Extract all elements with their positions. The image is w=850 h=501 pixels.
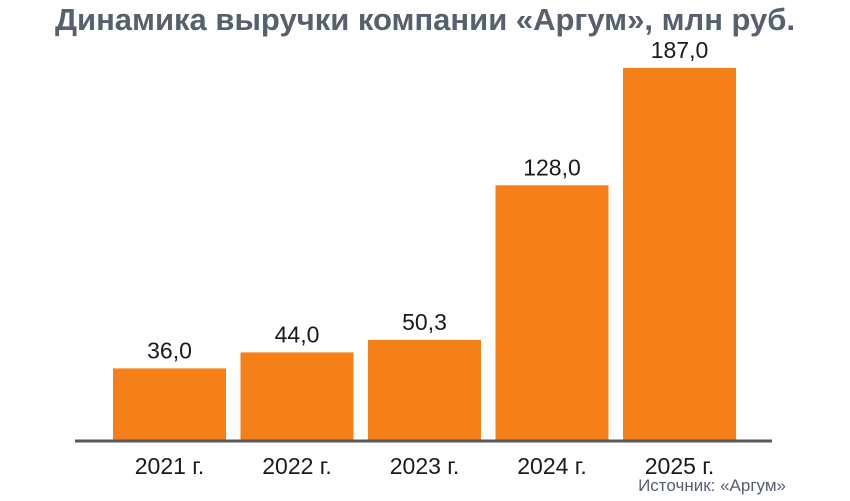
x-tick-label: 2025 г.: [645, 453, 715, 479]
bar-2022: [240, 352, 354, 440]
value-label: 187,0: [651, 37, 709, 63]
bar-2024: [495, 185, 609, 440]
bars-group: [113, 67, 736, 441]
x-tick-label: 2021 г.: [135, 453, 205, 479]
x-tick-label: 2022 г.: [262, 453, 332, 479]
value-label: 128,0: [523, 154, 581, 180]
value-label: 36,0: [147, 337, 192, 363]
bar-2025: [623, 67, 736, 441]
x-tick-label: 2023 г.: [390, 453, 460, 479]
value-label: 50,3: [402, 309, 447, 335]
chart-title: Динамика выручки компании «Аргум», млн р…: [54, 2, 796, 37]
source-note: Источник: «Аргум»: [638, 476, 786, 495]
bar-2021: [113, 368, 226, 440]
bar-2023: [368, 339, 481, 440]
tick-labels-group: 2021 г. 2022 г. 2023 г. 2024 г. 2025 г.: [135, 453, 715, 479]
value-label: 44,0: [275, 321, 320, 347]
value-labels-group: 36,0 44,0 50,3 128,0 187,0: [147, 37, 709, 363]
x-tick-label: 2024 г.: [517, 453, 587, 479]
